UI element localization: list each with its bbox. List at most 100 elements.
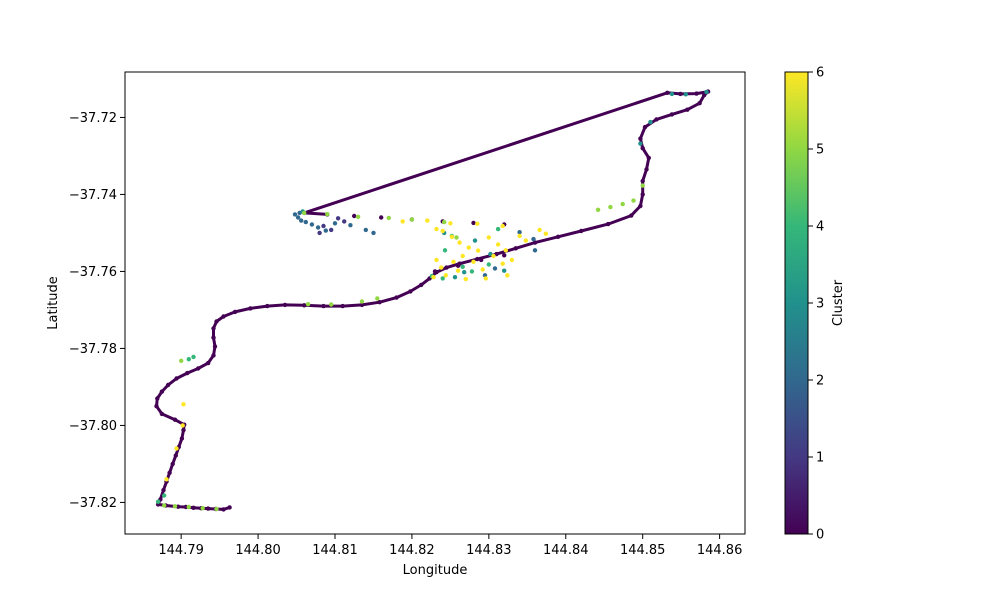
cluster-0-point	[532, 240, 538, 245]
cluster-6-point	[449, 234, 455, 239]
cluster-2-point	[348, 223, 353, 228]
cluster-5-point	[409, 217, 415, 222]
gps-tracks	[155, 90, 710, 511]
cluster-6-point	[543, 231, 548, 236]
cluster-6-point	[448, 221, 453, 226]
cluster-6-point	[425, 218, 430, 223]
cluster-0-point	[419, 282, 424, 288]
cluster-0-point	[154, 404, 159, 409]
cluster-6-point	[400, 219, 405, 224]
cluster-5-point	[595, 207, 601, 212]
cluster-2-point	[295, 215, 301, 220]
cluster-5-point	[179, 358, 184, 363]
cluster-0-point	[282, 302, 288, 308]
cluster-1-point	[342, 219, 347, 224]
cluster-4-point	[442, 248, 448, 253]
cluster-2-point	[517, 230, 522, 235]
colorbar-tick-label: 0	[816, 528, 824, 543]
cluster-5-point	[454, 235, 459, 240]
cluster-0-point	[172, 417, 178, 422]
cluster-0-point	[248, 306, 253, 311]
cluster-5-point	[631, 198, 636, 203]
cluster-5-point	[200, 506, 205, 511]
cluster-1-point	[335, 216, 341, 221]
plot-frame	[124, 71, 746, 535]
cluster-2-point	[531, 236, 536, 242]
cluster-0-point	[455, 263, 461, 268]
cluster-6-point	[466, 245, 471, 250]
cluster-2-point	[323, 228, 328, 233]
colorbar-tick-label: 5	[816, 143, 824, 158]
cluster-0-point	[702, 92, 707, 98]
cluster-0-point	[629, 213, 634, 218]
cluster-6-point	[180, 423, 185, 428]
cluster-6-point	[434, 257, 439, 263]
cluster-0-point	[475, 256, 480, 262]
cluster-0-point	[174, 376, 179, 381]
cluster-5-point	[305, 302, 311, 307]
cluster-6-point	[443, 273, 448, 278]
cluster-0-point	[195, 366, 201, 371]
cluster-3-point	[648, 119, 653, 125]
cluster-0-point	[185, 370, 190, 376]
x-axis-label: Longitude	[403, 563, 468, 578]
cluster-2-point	[332, 221, 338, 226]
cluster-0-point	[379, 215, 384, 220]
y-tick-label: −37.76	[69, 265, 117, 280]
cluster-3-point	[472, 238, 478, 243]
x-tick-label: 144.85	[620, 543, 666, 558]
cluster-0-point	[685, 107, 690, 112]
cluster-6-point	[463, 276, 468, 282]
colorbar	[784, 71, 809, 535]
x-tick-label: 144.80	[235, 543, 281, 558]
cluster-1-point	[321, 223, 326, 229]
route-track-line	[155, 90, 710, 511]
cluster-0-point	[640, 146, 645, 151]
cluster-4-point	[495, 226, 501, 232]
y-tick-label: −37.78	[69, 342, 117, 357]
x-tick-label: 144.84	[543, 543, 589, 558]
cluster-6-point	[503, 248, 508, 253]
cluster-0-point	[265, 303, 270, 309]
cluster-4-point	[162, 493, 167, 498]
cluster-0-point	[227, 505, 232, 510]
cluster-6-point	[475, 248, 481, 253]
cluster-6-point	[500, 261, 505, 266]
cluster-6-point	[483, 276, 488, 281]
cluster-2-point	[303, 219, 308, 225]
x-tick-label: 144.86	[697, 543, 743, 558]
cluster-6-point	[440, 228, 445, 234]
cluster-6-point	[505, 273, 510, 278]
y-tick-label: −37.82	[69, 496, 117, 511]
cluster-6-point	[174, 446, 179, 451]
cluster-4-point	[486, 262, 491, 267]
cluster-2-point	[371, 230, 376, 236]
colorbar-tick-label: 2	[816, 374, 824, 389]
cluster-0-point	[205, 506, 211, 511]
cluster-4-point	[460, 264, 465, 269]
cluster-0-point	[394, 295, 399, 300]
cluster-2-point	[315, 225, 321, 230]
cluster-3-point	[638, 141, 643, 146]
cluster-0-point	[352, 213, 357, 219]
cluster-0-point	[161, 487, 166, 493]
cluster-6-point	[500, 223, 505, 229]
cluster-2-point	[309, 222, 315, 227]
cluster-0-point	[605, 221, 611, 227]
cluster-0-point	[579, 228, 584, 234]
x-tick-label: 144.81	[312, 543, 358, 558]
cluster-1-point	[329, 227, 334, 233]
y-tick-label: −37.80	[69, 419, 117, 434]
y-tick-label: −37.74	[69, 188, 117, 203]
cluster-0-point	[173, 453, 178, 458]
cluster-6-point	[164, 477, 169, 482]
cluster-0-point	[214, 319, 219, 324]
cluster-2-point	[492, 266, 498, 271]
y-axis-label: Latitude	[46, 276, 61, 330]
cluster-6-point	[457, 240, 462, 245]
cluster-3-point	[669, 91, 675, 97]
x-tick-label: 144.79	[158, 543, 204, 558]
cluster-5-point	[162, 503, 167, 508]
cluster-0-point	[654, 117, 659, 122]
cluster-2-point	[292, 212, 298, 217]
